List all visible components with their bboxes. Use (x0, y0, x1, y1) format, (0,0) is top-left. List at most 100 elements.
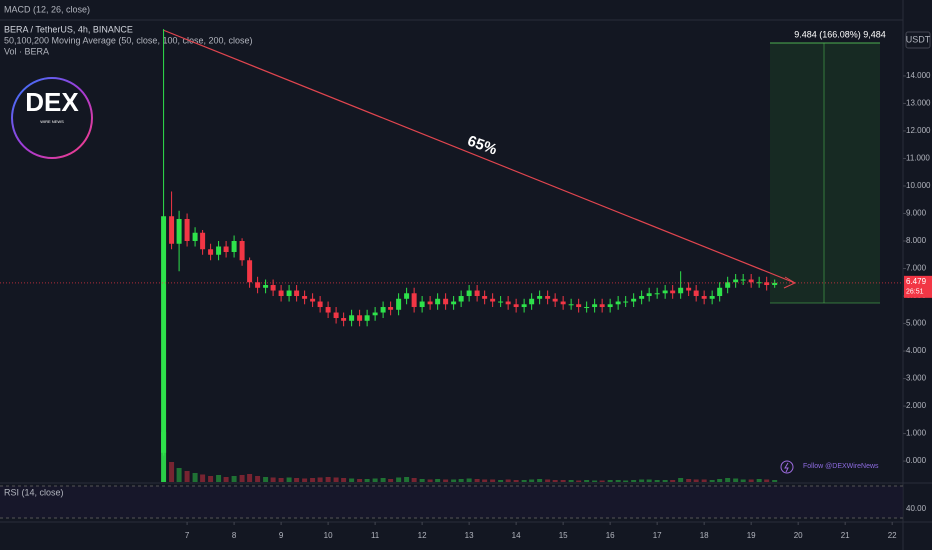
candle-body (725, 282, 731, 288)
candle-body (325, 307, 331, 313)
x-tick-label: 8 (232, 531, 237, 540)
follow-text: Follow @DEXWireNews (803, 463, 879, 470)
candle-body (216, 246, 222, 255)
x-tick-label: 15 (559, 531, 568, 540)
vol-label: Vol · BERA (4, 46, 49, 56)
symbol-title: BERA / TetherUS, 4h, BINANCE (4, 24, 133, 34)
volume-bar (247, 474, 253, 482)
volume-bar (451, 479, 457, 482)
candle-body (693, 290, 699, 297)
candle-body (419, 301, 425, 308)
volume-bar (286, 477, 292, 482)
volume-bar (686, 479, 692, 482)
candle-body (529, 298, 535, 305)
x-tick-label: 11 (371, 531, 380, 540)
candle-body (200, 232, 206, 250)
x-tick-label: 14 (512, 531, 521, 540)
x-tick-label: 18 (700, 531, 709, 540)
volume-bar (208, 476, 214, 482)
x-tick-label: 12 (418, 531, 427, 540)
volume-bar (419, 479, 425, 482)
volume-bar (294, 478, 300, 482)
candle-body (654, 293, 660, 295)
volume-bar (270, 477, 276, 482)
macd-label: MACD (12, 26, close) (4, 4, 90, 14)
volume-bar (325, 477, 331, 482)
volume-bar (552, 480, 558, 482)
candle-body (364, 315, 370, 321)
volume-bar (662, 480, 668, 482)
candle-body (270, 285, 276, 291)
candle-body (192, 232, 198, 241)
candle-body (247, 260, 253, 283)
candle-body (294, 290, 300, 297)
volume-bar (717, 479, 723, 482)
candle-body (333, 312, 339, 319)
y-tick-label: 0.000 (906, 456, 927, 465)
volume-bar (435, 479, 441, 482)
y-tick-label: 3.000 (906, 374, 927, 383)
volume-bar (513, 480, 519, 482)
candle-body (388, 307, 394, 310)
volume-bar (592, 480, 598, 482)
volume-bar (466, 478, 472, 482)
candle-body (607, 304, 613, 308)
volume-bar (725, 478, 731, 482)
y-tick-label: 1.000 (906, 429, 927, 438)
candle-body (701, 296, 707, 299)
candle-body (560, 301, 566, 305)
y-tick-label: 10.000 (906, 181, 931, 190)
volume-bar (310, 478, 316, 482)
candle-body (592, 304, 598, 308)
volume-bar (670, 480, 676, 482)
y-tick-label: 12.000 (906, 126, 931, 135)
volume-bar (740, 479, 746, 482)
y-tick-label: 9.000 (906, 209, 927, 218)
candle-body (686, 287, 692, 291)
volume-bar (576, 480, 582, 482)
currency: USDT (906, 34, 931, 44)
volume-bar (278, 478, 284, 482)
candle-body (733, 279, 739, 283)
volume-bar (615, 480, 621, 482)
x-tick-label: 13 (465, 531, 474, 540)
candle-body (521, 304, 527, 308)
volume-bar (200, 474, 206, 482)
volume-bar (537, 479, 543, 482)
volume-bar (239, 475, 245, 482)
rsi-band (0, 486, 903, 518)
volume-bar (255, 476, 261, 482)
volume-bar (701, 479, 707, 482)
follow-bolt (784, 462, 789, 473)
y-tick-label: 2.000 (906, 401, 927, 410)
candle-body (169, 216, 175, 244)
candle-body (372, 312, 378, 316)
volume-bar (404, 477, 410, 482)
volume-bar (490, 479, 496, 482)
candle-body (357, 315, 363, 321)
volume-bar (584, 480, 590, 482)
candle-body (764, 282, 770, 286)
candle-body (396, 298, 402, 310)
volume-bar (223, 477, 229, 482)
volume-bar (317, 477, 323, 482)
y-tick-label: 11.000 (906, 154, 930, 163)
y-tick-label: 14.000 (906, 71, 931, 80)
volume-bar (521, 480, 527, 482)
candle-body (231, 241, 237, 253)
candle-body (584, 307, 590, 309)
volume-bar (372, 478, 378, 482)
volume-bar (380, 478, 386, 482)
candle-body (451, 301, 457, 305)
volume-bar (474, 479, 480, 482)
volume-bar (333, 477, 339, 482)
x-tick-label: 7 (185, 531, 190, 540)
candle-body (474, 290, 480, 297)
candle-body (443, 298, 449, 305)
candle-body (498, 301, 504, 303)
candle-body (505, 301, 511, 305)
candle-body (286, 290, 292, 297)
volume-bar (654, 480, 660, 482)
volume-bar (756, 479, 762, 482)
